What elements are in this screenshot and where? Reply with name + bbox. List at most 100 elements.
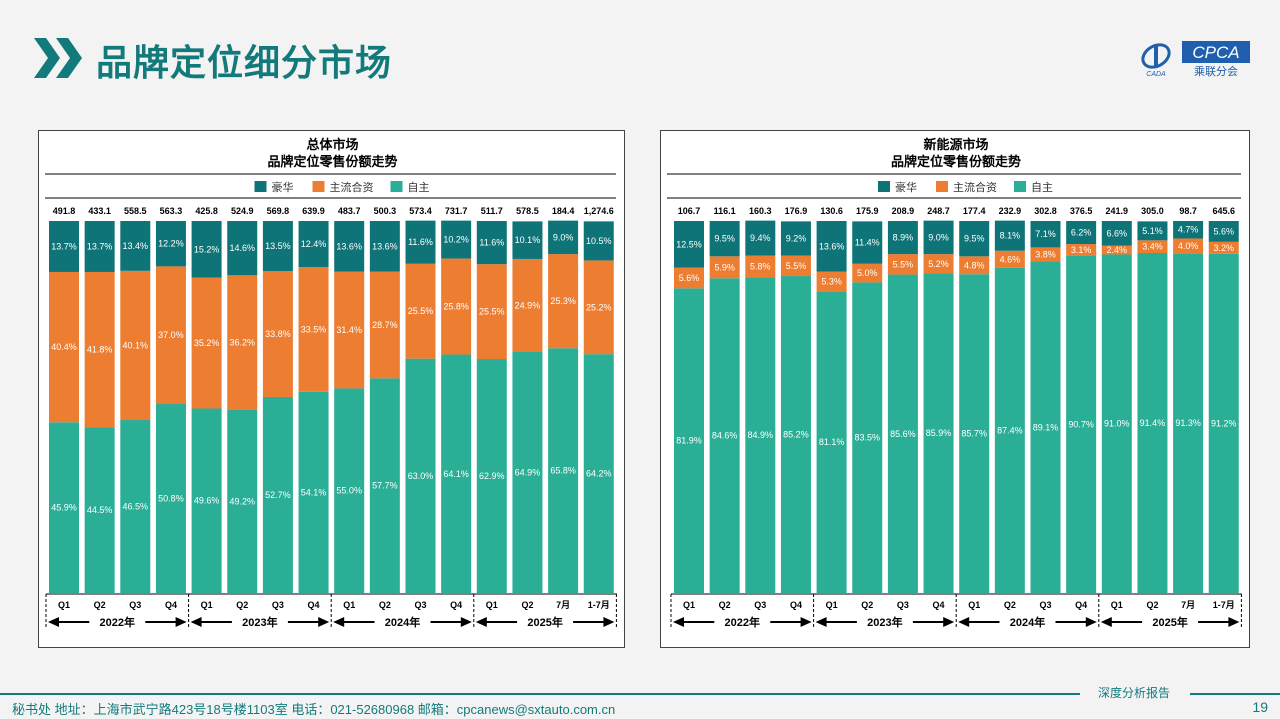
bar-segment [816, 291, 847, 593]
bar-segment [1066, 255, 1097, 593]
data-label: 13.6% [819, 241, 845, 251]
data-label: 12.2% [158, 239, 184, 249]
bar-segment [548, 220, 579, 255]
data-label: 62.9% [479, 471, 505, 481]
total-label: 578.5 [516, 206, 539, 216]
bar-segment [959, 274, 990, 593]
arrow-left-head [815, 617, 827, 627]
data-label: 33.8% [265, 329, 291, 339]
data-label: 50.8% [158, 494, 184, 504]
total-label: 563.3 [160, 206, 183, 216]
bar-segment [120, 221, 151, 271]
year-label: 2025年 [1152, 615, 1187, 629]
category-label: Q1 [343, 600, 355, 610]
arrow-left-head [1100, 617, 1112, 627]
total-label: 248.7 [927, 206, 950, 216]
data-label: 10.5% [586, 236, 612, 246]
data-label: 9.4% [750, 233, 771, 243]
year-label: 2023年 [242, 615, 277, 629]
bar-segment [994, 220, 1025, 251]
chart-title: 新能源市场 [923, 137, 988, 152]
category-label: Q1 [826, 600, 838, 610]
bar-segment [84, 427, 115, 593]
arrow-right-head [943, 617, 955, 627]
data-label: 52.7% [265, 490, 291, 500]
data-label: 11.4% [855, 238, 880, 248]
legend-swatch [878, 181, 890, 192]
category-label: Q4 [1075, 600, 1087, 610]
bar-segment [1137, 252, 1168, 593]
bar-segment [1030, 221, 1061, 248]
data-label: 11.6% [408, 237, 433, 247]
bar-segment [1066, 221, 1097, 245]
data-label: 85.2% [783, 430, 809, 440]
data-label: 25.3% [550, 296, 576, 306]
bar-segment [852, 282, 883, 593]
bar-segment [1208, 253, 1239, 593]
bar-segment [1066, 244, 1097, 256]
category-label: Q4 [933, 600, 945, 610]
data-label: 8.1% [1000, 231, 1021, 241]
category-label: Q4 [450, 600, 462, 610]
data-label: 5.1% [1142, 226, 1163, 236]
category-label: Q3 [754, 600, 766, 610]
year-label: 2024年 [385, 615, 420, 629]
bar-segment [959, 256, 990, 275]
bar-segment [780, 276, 811, 593]
bar-segment [852, 263, 883, 283]
total-label: 491.8 [53, 206, 76, 216]
data-label: 5.3% [821, 276, 842, 286]
data-label: 40.1% [123, 340, 149, 350]
arrow-left-head [333, 617, 345, 627]
data-label: 49.2% [229, 496, 255, 506]
data-label: 3.1% [1071, 245, 1092, 255]
bar-segment [298, 391, 329, 593]
bar-segment [1173, 238, 1204, 254]
category-label: Q1 [1111, 600, 1123, 610]
bar-segment [227, 221, 258, 276]
data-label: 57.7% [372, 481, 398, 491]
total-label: 208.9 [892, 206, 915, 216]
data-label: 4.8% [964, 260, 985, 270]
data-label: 15.2% [194, 244, 220, 254]
footer-contact: 秘书处 地址：上海市武宁路423号18号楼1103室 电话：021-526809… [12, 702, 616, 717]
bar-segment [298, 221, 329, 268]
legend-label: 主流合资 [953, 180, 997, 194]
total-label: 558.5 [124, 206, 147, 216]
bar-segment [84, 271, 115, 428]
category-label: Q2 [1004, 600, 1016, 610]
bar-segment [155, 266, 186, 405]
legend-swatch [1014, 181, 1026, 192]
bar-segment [441, 354, 472, 593]
total-label: 106.7 [678, 206, 701, 216]
bar-segment [512, 351, 543, 593]
data-label: 9.5% [964, 234, 985, 244]
bar-segment [369, 378, 400, 593]
total-label: 130.6 [820, 206, 843, 216]
category-label: Q4 [308, 600, 320, 610]
bar-segment [405, 263, 436, 359]
category-label: Q2 [719, 600, 731, 610]
bar-segment [369, 221, 400, 272]
chevron-right-icon [34, 38, 82, 78]
bar-segment [745, 255, 776, 278]
data-label: 5.5% [893, 259, 914, 269]
data-label: 44.5% [87, 505, 113, 515]
bar-segment [120, 420, 151, 593]
data-label: 5.0% [857, 268, 878, 278]
data-label: 54.1% [301, 487, 327, 497]
category-label: Q1 [968, 600, 980, 610]
data-label: 84.9% [748, 430, 774, 440]
data-label: 40.4% [51, 342, 77, 352]
bar-segment [155, 221, 186, 267]
data-label: 91.4% [1140, 418, 1166, 428]
data-label: 12.4% [301, 239, 327, 249]
bar-segment [994, 267, 1025, 593]
bar-segment [1030, 247, 1061, 262]
data-label: 12.5% [676, 239, 702, 249]
data-label: 9.0% [553, 232, 574, 242]
page-number: 19 [1252, 699, 1268, 715]
svg-text:乘联分会: 乘联分会 [1194, 65, 1238, 78]
legend-label: 自主 [1031, 181, 1053, 194]
bar-segment [227, 275, 258, 410]
